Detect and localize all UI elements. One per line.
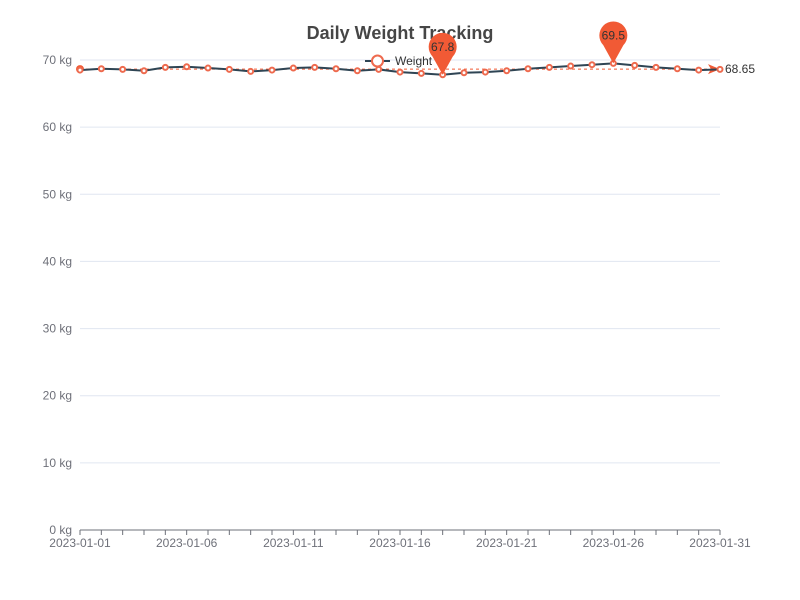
data-point[interactable] xyxy=(481,68,489,76)
data-point[interactable] xyxy=(161,63,169,71)
average-line-label: 68.65 xyxy=(725,62,755,76)
y-tick-label: 10 kg xyxy=(43,456,72,470)
data-point[interactable] xyxy=(588,61,596,69)
x-tick-label: 2023-01-31 xyxy=(689,536,751,550)
data-point[interactable] xyxy=(503,67,511,75)
pin-marker-icon xyxy=(599,21,628,64)
data-point[interactable] xyxy=(183,63,191,71)
data-point[interactable] xyxy=(247,67,255,75)
x-tick-label: 2023-01-16 xyxy=(369,536,431,550)
x-tick-label: 2023-01-01 xyxy=(49,536,111,550)
y-tick-label: 40 kg xyxy=(43,254,72,268)
legend-label: Weight xyxy=(395,54,433,68)
data-point[interactable] xyxy=(225,65,233,73)
data-point[interactable] xyxy=(311,63,319,71)
y-tick-label: 0 kg xyxy=(49,523,72,537)
data-point[interactable] xyxy=(716,65,724,73)
data-point[interactable] xyxy=(76,66,84,74)
data-point[interactable] xyxy=(119,65,127,73)
mark-point-layer: 67.8 69.5 xyxy=(428,21,628,75)
y-tick-label: 20 kg xyxy=(43,389,72,403)
x-tick-label: 2023-01-26 xyxy=(583,536,645,550)
x-tick-label: 2023-01-11 xyxy=(263,536,324,550)
data-point[interactable] xyxy=(460,69,468,77)
mark-point-label: 67.8 xyxy=(431,40,455,54)
data-point[interactable] xyxy=(417,69,425,77)
mark-point-pin[interactable]: 69.5 xyxy=(599,21,628,64)
mark-point-pin[interactable]: 67.8 xyxy=(428,32,457,75)
x-tick-label: 2023-01-21 xyxy=(476,536,538,550)
x-tick-label: 2023-01-06 xyxy=(156,536,218,550)
data-point[interactable] xyxy=(353,67,361,75)
legend[interactable]: Weight xyxy=(365,54,433,68)
y-tick-label: 50 kg xyxy=(43,187,72,201)
data-point[interactable] xyxy=(204,64,212,72)
data-point[interactable] xyxy=(695,66,703,74)
data-point[interactable] xyxy=(289,64,297,72)
data-point[interactable] xyxy=(545,63,553,71)
data-point[interactable] xyxy=(673,65,681,73)
legend-marker-icon xyxy=(371,54,384,68)
y-tick-label: 30 kg xyxy=(43,322,72,336)
chart-title: Daily Weight Tracking xyxy=(307,23,494,43)
data-point[interactable] xyxy=(396,68,404,76)
mark-point-label: 69.5 xyxy=(602,28,626,42)
y-tick-label: 70 kg xyxy=(43,53,72,67)
data-point[interactable] xyxy=(631,61,639,69)
data-point[interactable] xyxy=(375,65,383,73)
y-tick-label: 60 kg xyxy=(43,120,72,134)
data-point[interactable] xyxy=(268,66,276,74)
axis-layer: 0 kg 10 kg 20 kg 30 kg 40 kg 50 kg 60 kg 70 kg 2… xyxy=(43,53,751,550)
data-point[interactable] xyxy=(524,65,532,73)
grid-layer xyxy=(80,59,720,464)
pin-marker-icon xyxy=(428,32,457,75)
data-point[interactable] xyxy=(332,65,340,73)
data-point[interactable] xyxy=(652,63,660,71)
data-point[interactable] xyxy=(97,65,105,73)
data-point[interactable] xyxy=(140,67,148,75)
data-point[interactable] xyxy=(567,62,575,70)
